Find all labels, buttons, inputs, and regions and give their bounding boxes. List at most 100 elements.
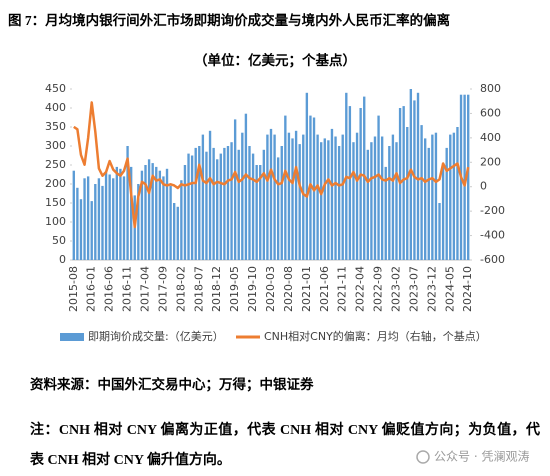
bar xyxy=(86,176,90,260)
y-tick-label: 100 xyxy=(45,215,66,228)
bar xyxy=(413,100,416,261)
bar xyxy=(409,89,413,260)
bar xyxy=(183,165,187,260)
bar xyxy=(115,166,119,260)
y-tick-label: 450 xyxy=(45,82,66,95)
bar xyxy=(241,132,244,260)
bar xyxy=(334,136,337,260)
y-tick-label: 50 xyxy=(52,234,66,247)
bar xyxy=(441,163,445,260)
x-tick-label: 2017-09 xyxy=(156,266,169,312)
x-tick-label: 2024-10 xyxy=(461,266,474,312)
x-tick-label: 2015-08 xyxy=(67,266,80,312)
bar xyxy=(119,168,122,260)
bar xyxy=(226,146,230,260)
bar xyxy=(273,134,276,260)
bar xyxy=(201,134,205,260)
bar xyxy=(169,185,172,260)
bar xyxy=(140,170,144,260)
bar xyxy=(122,176,126,260)
x-tick-label: 2021-01 xyxy=(300,266,313,312)
bar xyxy=(373,136,377,260)
bar xyxy=(377,115,380,260)
bar xyxy=(248,146,251,260)
bar xyxy=(112,178,115,260)
bar xyxy=(151,163,154,260)
y-tick-label: 300 xyxy=(45,139,66,152)
bar xyxy=(316,134,319,260)
bar xyxy=(108,174,111,260)
watermark: 公众号 · 凭澜观涛 xyxy=(434,449,529,464)
x-tick-label: 2016-01 xyxy=(85,266,98,312)
bar xyxy=(420,125,423,260)
bar xyxy=(291,138,294,260)
bar xyxy=(452,132,456,260)
bar xyxy=(266,134,269,260)
y-tick-label: 200 xyxy=(45,177,66,190)
bar xyxy=(395,142,398,260)
bar xyxy=(402,106,405,260)
bar xyxy=(445,147,448,260)
bar xyxy=(144,165,147,260)
x-tick-label: 2016-11 xyxy=(121,266,134,312)
x-tick-label: 2020-08 xyxy=(282,266,295,312)
bar xyxy=(269,128,273,260)
bar xyxy=(223,147,226,260)
bar xyxy=(126,146,129,260)
chart-title: 图 7：月均境内银行间外汇市场即期询价成交量与境内外人民币汇率的偏离 xyxy=(8,12,450,28)
bar xyxy=(83,178,86,260)
bar xyxy=(416,92,420,260)
x-tick-label: 2022-09 xyxy=(372,266,385,312)
bar xyxy=(208,130,212,260)
y2-tick-label: 200 xyxy=(480,155,501,168)
y-tick-label: 400 xyxy=(45,101,66,114)
bar xyxy=(180,180,183,260)
bar xyxy=(187,153,190,260)
bar xyxy=(359,108,362,260)
bar xyxy=(176,206,179,260)
bar xyxy=(423,138,427,260)
x-tick-label: 2020-03 xyxy=(264,266,277,312)
bar xyxy=(388,146,391,260)
x-tick-label: 2021-06 xyxy=(318,266,331,312)
bar xyxy=(384,166,387,260)
bar xyxy=(137,184,140,260)
bar xyxy=(230,142,233,260)
bar xyxy=(463,94,466,260)
y-tick-label: 150 xyxy=(45,196,66,209)
bar xyxy=(79,199,83,260)
bar xyxy=(147,159,151,260)
x-tick-label: 2018-07 xyxy=(192,266,205,312)
bar xyxy=(467,94,470,260)
x-tick-label: 2023-12 xyxy=(425,266,438,312)
bar xyxy=(366,149,369,260)
bar xyxy=(76,187,79,260)
y2-tick-label: -400 xyxy=(480,229,505,242)
bar xyxy=(173,203,176,260)
x-tick-label: 2016-06 xyxy=(103,266,116,312)
bar xyxy=(129,166,133,260)
watermark-icon xyxy=(416,450,430,464)
chart-subtitle: （单位：亿美元；个基点） xyxy=(194,52,356,69)
bar xyxy=(251,153,255,260)
bar xyxy=(212,147,215,260)
y2-tick-label: 400 xyxy=(480,131,501,144)
bar xyxy=(219,153,222,260)
bar xyxy=(305,92,309,260)
x-tick-label: 2023-02 xyxy=(389,266,402,312)
bar xyxy=(341,134,344,260)
bar xyxy=(244,113,248,260)
x-tick-label: 2017-04 xyxy=(139,266,152,312)
bar xyxy=(162,176,165,260)
bar xyxy=(97,178,101,260)
bar xyxy=(337,146,341,260)
bar xyxy=(233,119,237,261)
note: 注：CNH 相对 CNY 偏离为正值，代表 CNH 相对 CNY 偏贬值方向；为… xyxy=(30,423,540,468)
bar xyxy=(449,134,452,260)
bar xyxy=(90,201,93,260)
bar xyxy=(348,106,352,260)
bar xyxy=(101,185,104,260)
legend-label: CNH相对CNY的偏离：月均（右轴，个基点） xyxy=(264,329,487,343)
